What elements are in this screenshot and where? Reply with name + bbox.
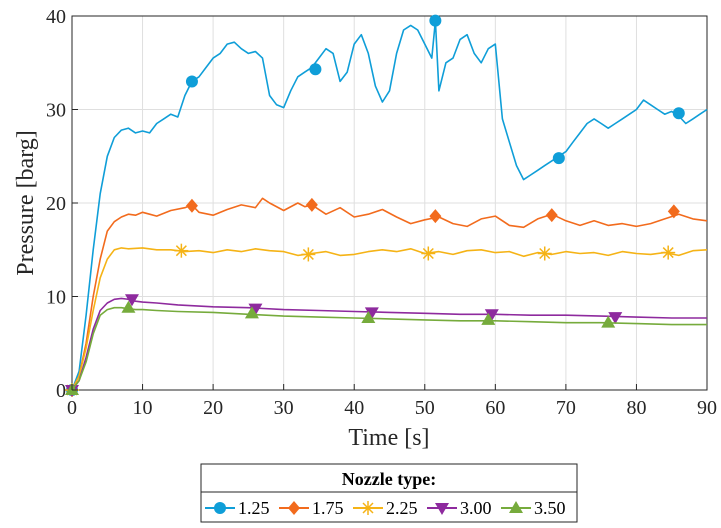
legend-label: 2.25 (386, 498, 418, 518)
legend-label: 3.50 (534, 498, 566, 518)
series-marker-1.25 (309, 63, 322, 76)
legend-item-3.00: 3.00 (427, 498, 492, 518)
legend-title: Nozzle type: (342, 469, 436, 489)
series-line-2.25 (71, 247, 708, 391)
series-marker-2.25 (537, 246, 552, 261)
x-tick-label: 40 (344, 397, 364, 419)
legend: Nozzle type: 1.25 1.75 2.25 3.00 3.50 (200, 463, 578, 523)
series-marker-1.25 (429, 14, 442, 27)
series-line-3.00 (71, 297, 707, 391)
legend-label: 1.75 (312, 498, 344, 518)
series-line-3.50 (71, 306, 707, 391)
series-marker-3.50 (121, 300, 136, 313)
series-marker-2.25 (174, 243, 189, 258)
x-tick-label: 20 (203, 397, 223, 419)
series-marker-3.00 (364, 307, 379, 320)
x-axis-ticks: 0 10 20 30 40 50 60 70 80 90 (67, 384, 717, 419)
series-3.00 (65, 294, 707, 397)
series-marker-3.00 (124, 294, 139, 307)
y-tick-label: 30 (46, 100, 66, 122)
y-axis-label: Pressure [barg] (13, 130, 39, 276)
legend-label: 3.00 (460, 498, 492, 518)
x-tick-label: 70 (556, 397, 576, 419)
series-marker-1.75 (667, 204, 680, 219)
series-line-1.75 (71, 197, 708, 391)
legend-item-2.25: 2.25 (353, 498, 418, 518)
series-marker-1.75 (545, 208, 558, 223)
series-line-1.25 (71, 19, 708, 391)
series-marker-1.25 (552, 152, 565, 165)
series-marker-1.75 (305, 197, 318, 212)
series-marker-3.50 (361, 311, 376, 324)
series-marker-2.25 (301, 247, 316, 262)
series-marker-1.25 (185, 75, 198, 88)
y-tick-label: 40 (46, 6, 66, 28)
x-tick-label: 50 (415, 397, 435, 419)
series-marker-3.00 (608, 312, 623, 325)
legend-items: 1.25 1.75 2.25 3.00 3.50 (205, 498, 566, 518)
series-marker-3.00 (484, 309, 499, 322)
series-marker-1.75 (429, 209, 442, 224)
legend-marker (288, 501, 300, 515)
y-tick-label: 0 (56, 380, 66, 402)
series-marker-3.50 (244, 306, 259, 319)
legend-marker (361, 501, 375, 515)
legend-marker (214, 502, 226, 514)
series-marker-1.75 (185, 198, 198, 213)
x-tick-label: 0 (67, 397, 77, 419)
legend-item-1.25: 1.25 (205, 498, 270, 518)
series-marker-2.25 (421, 246, 436, 261)
series-marker-3.50 (481, 312, 496, 325)
y-tick-label: 20 (46, 193, 66, 215)
legend-marker (509, 501, 523, 513)
series-marker-2.25 (661, 245, 676, 260)
x-tick-label: 60 (485, 397, 505, 419)
series-1.75 (66, 197, 708, 397)
x-tick-label: 90 (697, 397, 717, 419)
legend-label: 1.25 (238, 498, 270, 518)
x-axis-label: Time [s] (348, 425, 429, 451)
x-tick-label: 10 (133, 397, 153, 419)
legend-item-3.50: 3.50 (501, 498, 566, 518)
legend-marker (435, 503, 449, 515)
y-tick-label: 10 (46, 287, 66, 309)
series-marker-1.25 (672, 107, 685, 120)
x-tick-label: 30 (274, 397, 294, 419)
series-marker-3.50 (601, 315, 616, 328)
y-axis-ticks: 0 10 20 30 40 (46, 6, 78, 402)
x-tick-label: 80 (626, 397, 646, 419)
legend-item-1.75: 1.75 (279, 498, 344, 518)
